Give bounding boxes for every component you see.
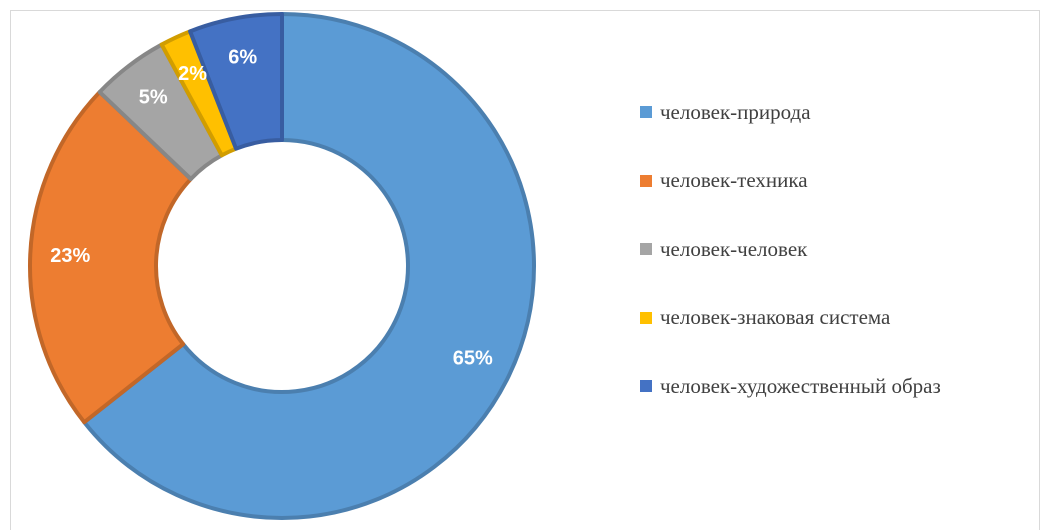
legend-label: человек-человек [660, 236, 808, 261]
legend-swatch [640, 106, 652, 118]
data-label-3: 5% [139, 87, 168, 109]
donut-slice-2 [28, 90, 193, 425]
legend-label: человек-художественный образ [660, 373, 941, 398]
legend-item-chelovek-chelovek: человек-человек [640, 233, 941, 265]
legend-swatch [640, 380, 652, 392]
legend-item-chelovek-hudozhestvenny-obraz: человек-художественный образ [640, 370, 941, 402]
legend-item-chelovek-tehnika: человек-техника [640, 165, 941, 197]
legend: человек-природа человек-техника человек-… [640, 96, 941, 402]
donut-slice-5 [188, 12, 284, 151]
legend-label: человек-знаковая система [660, 305, 891, 329]
legend-item-chelovek-priroda: человек-природа [640, 96, 941, 128]
data-label-2: 23% [50, 245, 90, 267]
data-label-5: 6% [228, 47, 257, 69]
legend-item-chelovek-znakovaya-sistema: человек-знаковая система [640, 302, 941, 334]
data-label-1: 65% [453, 347, 493, 369]
data-label-4: 2% [178, 63, 207, 85]
legend-swatch [640, 174, 652, 187]
legend-label: человек-природа [660, 99, 811, 124]
legend-swatch [640, 311, 652, 324]
legend-label: человек-техника [660, 168, 808, 192]
legend-swatch [640, 243, 652, 255]
donut-slice-1 [82, 12, 536, 520]
